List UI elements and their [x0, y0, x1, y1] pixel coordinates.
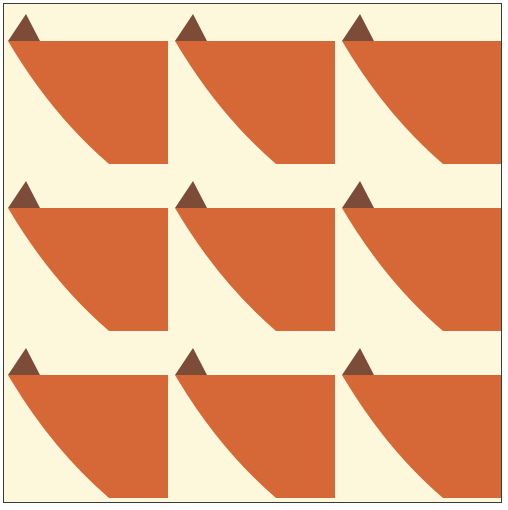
tile-tip-shape	[342, 348, 374, 375]
tile-main-shape	[8, 41, 168, 164]
pattern-canvas	[3, 3, 502, 503]
tile-tip-shape	[342, 181, 374, 208]
tile-r3-c1	[8, 348, 168, 498]
tile-tip-shape	[175, 348, 207, 375]
tile-r1-c3	[342, 14, 501, 164]
tile-grid	[8, 14, 501, 498]
tile-r3-c2	[175, 348, 335, 498]
tile-tip-shape	[175, 14, 207, 41]
pattern-svg	[4, 4, 501, 502]
tile-main-shape	[8, 375, 168, 498]
tile-r1-c2	[175, 14, 335, 164]
tile-main-shape	[175, 41, 335, 164]
tile-main-shape	[175, 375, 335, 498]
tile-main-shape	[342, 41, 501, 164]
tile-r2-c3	[342, 181, 501, 331]
tile-main-shape	[342, 375, 501, 498]
tile-tip-shape	[8, 14, 40, 41]
tile-r3-c3	[342, 348, 501, 498]
tile-tip-shape	[175, 181, 207, 208]
tile-r1-c1	[8, 14, 168, 164]
tile-main-shape	[342, 208, 501, 331]
tile-tip-shape	[8, 181, 40, 208]
tile-tip-shape	[8, 348, 40, 375]
tile-tip-shape	[342, 14, 374, 41]
tile-main-shape	[8, 208, 168, 331]
tile-r2-c2	[175, 181, 335, 331]
tile-r2-c1	[8, 181, 168, 331]
tile-main-shape	[175, 208, 335, 331]
